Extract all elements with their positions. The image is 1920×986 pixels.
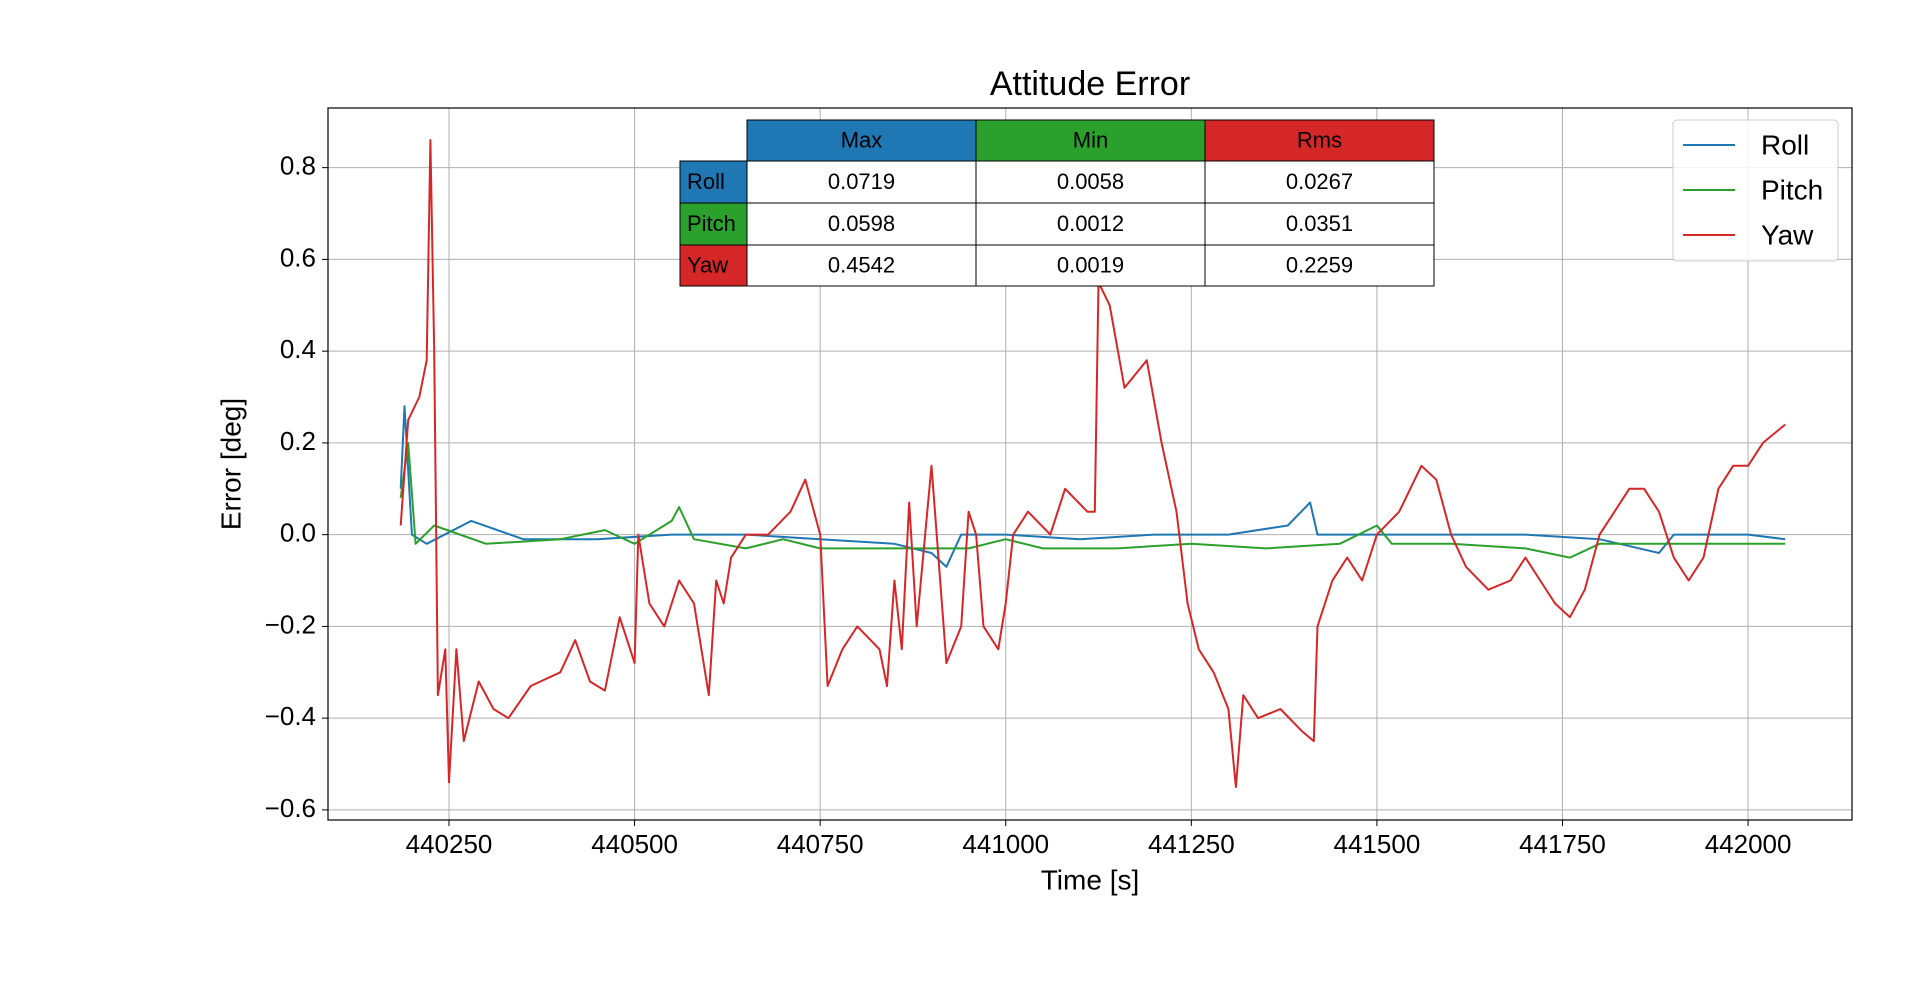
table-cell-text: 0.0058	[1057, 169, 1124, 194]
legend-label: Yaw	[1761, 219, 1814, 250]
y-tick-label: 0.6	[280, 242, 316, 272]
table-header-cell	[746, 119, 977, 162]
x-tick-label: 441000	[962, 829, 1049, 859]
table-cell-text: 0.0598	[828, 211, 895, 236]
table-header-label: Min	[1073, 127, 1108, 152]
table-header-label: Rms	[1297, 127, 1342, 152]
x-tick-label: 440500	[591, 829, 678, 859]
table-cell	[746, 244, 977, 287]
table-row-header	[679, 202, 748, 246]
table-cell	[746, 160, 977, 204]
x-tick-label: 442000	[1705, 829, 1792, 859]
y-tick-label: 0.4	[280, 334, 316, 364]
y-tick-label: −0.2	[265, 609, 316, 639]
chart-title: Attitude Error	[990, 65, 1190, 103]
x-tick-label: 441750	[1519, 829, 1606, 859]
series-line	[399, 405, 1786, 568]
x-tick-label: 440750	[777, 829, 864, 859]
table-cell-text: 0.0351	[1286, 211, 1353, 236]
table-row-label: Roll	[687, 169, 725, 194]
legend-box	[1672, 119, 1839, 262]
x-axis-label: Time [s]	[1041, 864, 1140, 895]
table-row-label: Yaw	[687, 252, 728, 277]
y-tick-label: 0.8	[280, 151, 316, 181]
y-tick-label: −0.4	[265, 701, 316, 731]
table-cell	[975, 160, 1206, 204]
table-header-cell	[1204, 119, 1435, 162]
table-cell	[1204, 160, 1435, 204]
legend-label: Pitch	[1761, 174, 1823, 205]
series-line	[399, 441, 1786, 559]
table-cell	[975, 244, 1206, 287]
table-cell-text: 0.0719	[828, 169, 895, 194]
table-header-label: Max	[841, 127, 883, 152]
table-row-header	[679, 244, 748, 287]
plot-frame	[327, 107, 1853, 821]
y-axis-label: Error [deg]	[215, 398, 246, 530]
x-tick-label: 441500	[1334, 829, 1421, 859]
y-tick-label: 0.0	[280, 518, 316, 548]
table-cell-text: 0.0012	[1057, 211, 1124, 236]
table-cell	[1204, 244, 1435, 287]
y-tick-label: 0.2	[280, 426, 316, 456]
table-cell	[1204, 202, 1435, 246]
y-tick-label: −0.6	[265, 793, 316, 823]
legend-label: Roll	[1761, 129, 1809, 160]
table-cell	[746, 202, 977, 246]
x-tick-label: 440250	[406, 829, 493, 859]
series-line	[399, 139, 1786, 788]
table-cell-text: 0.2259	[1286, 252, 1353, 277]
table-cell-text: 0.4542	[828, 252, 895, 277]
table-header-cell	[975, 119, 1206, 162]
x-tick-label: 441250	[1148, 829, 1235, 859]
table-cell-text: 0.0019	[1057, 252, 1124, 277]
table-row-label: Pitch	[687, 211, 736, 236]
table-cell-text: 0.0267	[1286, 169, 1353, 194]
